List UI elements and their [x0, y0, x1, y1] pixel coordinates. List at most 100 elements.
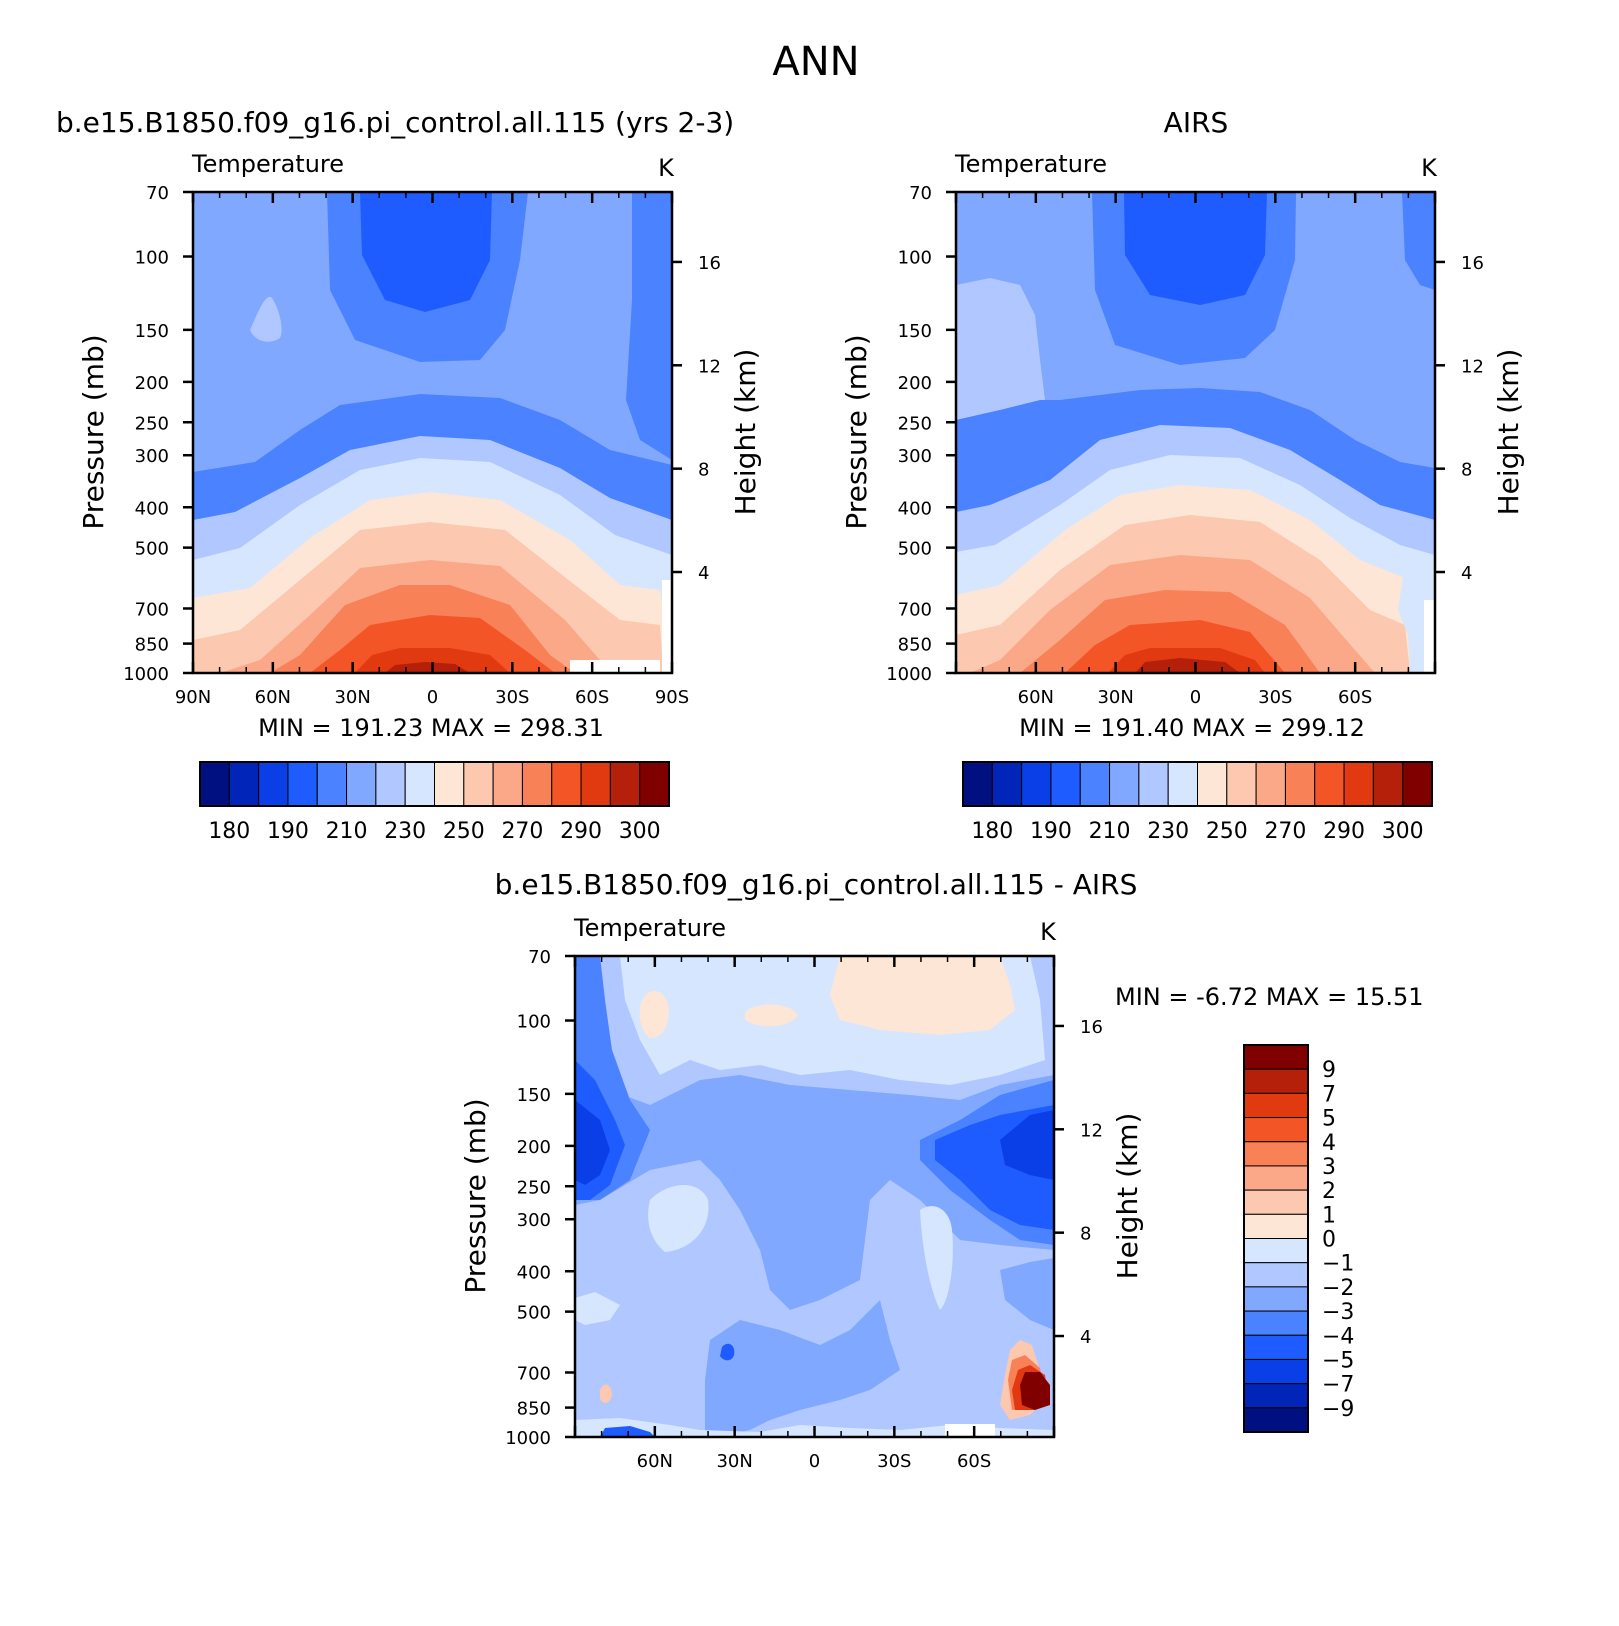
colorbar-frame	[1243, 1044, 1309, 1433]
y-tick-label: 250	[135, 413, 169, 434]
panel-obs-yticks: 70 100 150 200 250 300 400 500 700 850 1000	[886, 183, 956, 685]
y-tick-label: 400	[517, 1262, 551, 1283]
y2-tick-label: 12	[1080, 1120, 1103, 1141]
x-tick-label: 60N	[1018, 687, 1054, 708]
y-tick-label: 200	[517, 1137, 551, 1158]
y2-tick-label: 8	[698, 460, 709, 481]
colorbar-label: 5	[1322, 1107, 1336, 1132]
x-tick-label: 30N	[1097, 687, 1133, 708]
colorbar-label: 270	[1264, 819, 1306, 844]
x-tick-label: 30S	[495, 687, 529, 708]
y-tick-label: 850	[898, 635, 932, 656]
x-tick-label: 90S	[655, 687, 689, 708]
panel-obs: AIRS Temperature K 60N 30N 0 30S 60S 70 100 15…	[840, 106, 1525, 844]
colorbar-swatch	[609, 761, 641, 807]
colorbar-label: 2	[1322, 1179, 1336, 1204]
panel-diff-ylabel: Pressure (mb)	[459, 1098, 492, 1293]
field-band-200-core	[1124, 192, 1267, 305]
field-spot-zero-1	[648, 1185, 709, 1252]
colorbar-swatch	[1372, 761, 1404, 807]
field-missing-antarctica	[570, 660, 660, 673]
y-tick-label: 70	[146, 183, 169, 204]
y-tick-label: 1000	[123, 664, 169, 685]
y2-tick-label: 8	[1461, 460, 1472, 481]
colorbar-swatch	[1243, 1068, 1309, 1094]
panel-obs-xticks: 60N 30N 0 30S 60S	[954, 192, 1437, 708]
y-tick-label: 400	[898, 498, 932, 519]
y-tick-label: 1000	[886, 664, 932, 685]
colorbar-swatch	[1243, 1238, 1309, 1264]
colorbar-swatch	[1255, 761, 1286, 807]
panel-model-minmax: MIN = 191.23 MAX = 298.31	[258, 714, 604, 742]
x-tick-label: 0	[1190, 687, 1201, 708]
panel-obs-header: AIRS	[1164, 106, 1229, 139]
field-band-200-core	[360, 192, 492, 312]
colorbar-label: 9	[1322, 1058, 1336, 1083]
colorbar-label: 300	[1382, 819, 1424, 844]
colorbar-label: 250	[1206, 819, 1248, 844]
colorbar-swatch	[1243, 1117, 1309, 1143]
colorbar-swatch	[375, 761, 406, 807]
colorbar-swatch	[1226, 761, 1257, 807]
panel-obs-minmax: MIN = 191.40 MAX = 299.12	[1019, 714, 1365, 742]
panel-model-variable: Temperature	[191, 150, 344, 178]
panel-diff-variable: Temperature	[573, 914, 726, 942]
x-tick-label: 60N	[255, 687, 291, 708]
colorbar-swatch	[1243, 1310, 1309, 1336]
field-band-positive-top	[830, 956, 1015, 1035]
panel-diff-xticks: 60N 30N 0 30S 60S	[573, 956, 1056, 1472]
y2-tick-label: 12	[1461, 356, 1484, 377]
figure-title: ANN	[772, 39, 859, 85]
y-tick-label: 300	[135, 446, 169, 467]
y-tick-label: 100	[135, 248, 169, 269]
colorbar-label: −4	[1322, 1324, 1354, 1349]
panel-model-header: b.e15.B1850.f09_g16.pi_control.all.115 (…	[56, 106, 734, 139]
y-tick-label: 700	[517, 1363, 551, 1384]
colorbar-label: 4	[1322, 1131, 1336, 1156]
colorbar-swatch	[962, 761, 993, 807]
panel-obs-colorbar: 180 190 210 230 250 270 290 300	[962, 761, 1433, 844]
y-tick-label: 400	[135, 498, 169, 519]
colorbar-swatch	[1243, 1407, 1309, 1433]
colorbar-label: 7	[1322, 1082, 1336, 1107]
y2-tick-label: 16	[1080, 1017, 1103, 1038]
colorbar-swatch	[287, 761, 318, 807]
panel-obs-y2ticks: 4 8 12 16	[1435, 253, 1484, 584]
y2-tick-label: 16	[1461, 253, 1484, 274]
colorbar-label: 190	[1030, 819, 1072, 844]
y2-tick-label: 4	[698, 563, 709, 584]
y-tick-label: 500	[135, 539, 169, 560]
panel-diff-y2ticks: 4 8 12 16	[1054, 1017, 1103, 1348]
colorbar-swatch	[434, 761, 465, 807]
colorbar-swatch	[492, 761, 523, 807]
field-missing-strip	[662, 580, 672, 673]
field-missing-antarctica	[945, 1424, 995, 1437]
colorbar-label: 190	[267, 819, 309, 844]
y-tick-label: 100	[517, 1012, 551, 1033]
colorbar-label: −1	[1322, 1252, 1354, 1277]
field-band-positive-9	[1020, 1372, 1050, 1410]
y-tick-label: 250	[517, 1177, 551, 1198]
panel-diff-units: K	[1040, 918, 1057, 946]
colorbar-swatch	[1243, 1213, 1309, 1239]
y-tick-label: 700	[135, 599, 169, 620]
colorbar-label: −7	[1322, 1373, 1354, 1398]
panel-model-yticks: 70 100 150 200 250 300 400 500 700 850 1000	[123, 183, 193, 685]
y-tick-label: 300	[517, 1210, 551, 1231]
panel-diff-minmax: MIN = -6.72 MAX = 15.51	[1115, 983, 1424, 1011]
panel-model-y2ticks: 4 8 12 16	[672, 253, 721, 584]
colorbar-swatch	[199, 761, 230, 807]
colorbar-swatch	[1243, 1358, 1309, 1385]
colorbar-swatch	[1021, 761, 1052, 807]
colorbar-frame	[199, 761, 670, 807]
x-tick-label: 30N	[716, 1451, 752, 1472]
colorbar-label: 180	[971, 819, 1013, 844]
colorbar-swatch	[258, 761, 289, 807]
y2-tick-label: 4	[1461, 563, 1472, 584]
field-band-minus5-left	[575, 1100, 610, 1185]
colorbar-swatch	[521, 761, 553, 807]
colorbar-swatch	[551, 761, 582, 807]
field-spot-pos-2	[745, 1004, 798, 1027]
colorbar-label: 210	[1089, 819, 1131, 844]
